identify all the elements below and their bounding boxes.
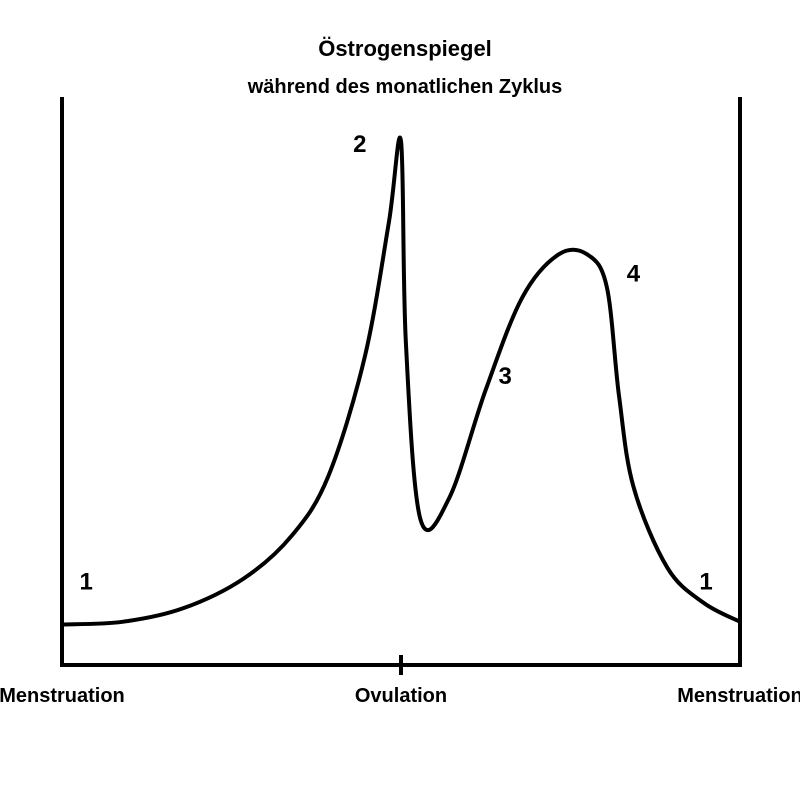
phase-label: 1 (80, 568, 93, 595)
x-tick-label: Menstruation (677, 685, 800, 707)
chart-subtitle: während des monatlichen Zyklus (247, 76, 563, 98)
phase-label: 3 (498, 363, 511, 390)
axes (60, 97, 742, 675)
phase-label: 2 (353, 131, 366, 158)
annotations: 1 2 3 4 1 (80, 131, 713, 595)
x-tick-label: Ovulation (355, 685, 447, 707)
x-tick-label: Menstruation (0, 685, 125, 707)
estrogen-curve (60, 135, 742, 627)
phase-label: 4 (627, 261, 641, 288)
x-tick-labels: Menstruation Ovulation Menstruation (0, 685, 800, 707)
phase-label: 1 (699, 568, 712, 595)
chart-title: Östrogenspiegel (318, 36, 492, 61)
curve-layer (60, 135, 742, 627)
